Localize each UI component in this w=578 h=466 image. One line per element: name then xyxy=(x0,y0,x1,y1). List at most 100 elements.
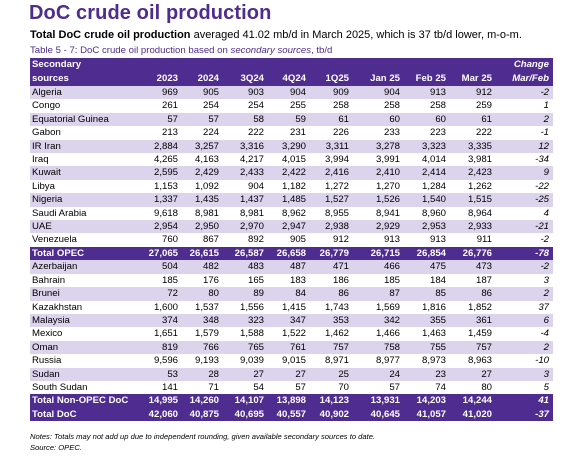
total-label: Total OPEC xyxy=(30,246,140,261)
change-cell: -4 xyxy=(540,328,549,340)
value-cell: 760 xyxy=(161,234,178,246)
value-cell: 72 xyxy=(140,287,181,301)
value-cell: 1,852 xyxy=(467,301,492,313)
value-cell: 8,963 xyxy=(467,355,492,367)
value-cell: 258 xyxy=(383,100,400,112)
column-gap xyxy=(352,112,360,127)
country-name: South Sudan xyxy=(32,381,88,393)
production-table: Secondary Change sources 2023 2024 3Q24 4Q24 1Q… xyxy=(30,58,553,422)
column-gap xyxy=(352,220,360,234)
change-cell: 3 xyxy=(543,274,549,286)
column-gap xyxy=(352,193,360,207)
value-cell: 89 xyxy=(222,287,267,301)
value-cell: 28 xyxy=(181,367,222,381)
country-name: Nigeria xyxy=(30,193,140,207)
column-header: Jan 25 xyxy=(360,71,403,86)
value-cell: 254 xyxy=(247,100,264,112)
value-cell: 3,316 xyxy=(222,139,267,154)
value-cell: 26,615 xyxy=(181,246,222,261)
column-header: 3Q24 xyxy=(222,71,267,86)
value-cell: 141 xyxy=(161,381,178,393)
table-notes: Notes: Totals may not add up due to inde… xyxy=(30,431,375,453)
country-name: Mexico xyxy=(32,328,63,340)
value-cell: 342 xyxy=(360,313,403,328)
column-gap xyxy=(352,207,360,220)
value-cell: 4,014 xyxy=(421,154,446,166)
column-gap xyxy=(352,233,360,246)
country-name: Russia xyxy=(32,355,62,367)
value-cell: 912 xyxy=(332,234,349,246)
table-row: Venezuela 760 867 892 905 912 913 913 911 -2 xyxy=(30,233,553,246)
value-cell: 60 xyxy=(403,112,449,127)
value-cell: 26,776 xyxy=(449,246,495,261)
column-gap xyxy=(352,327,360,340)
value-cell: 1,284 xyxy=(421,180,446,192)
header-blank xyxy=(140,58,181,72)
country-name: Oman xyxy=(30,340,140,355)
change-cell: 6 xyxy=(495,313,553,328)
value-cell: 3,278 xyxy=(360,139,403,154)
summary-text: Total DoC crude oil production averaged … xyxy=(30,29,522,41)
value-cell: 24 xyxy=(360,367,403,381)
value-cell: 14,123 xyxy=(309,394,352,408)
column-gap xyxy=(352,99,360,112)
value-cell: 58 xyxy=(222,112,267,127)
country-name: Congo xyxy=(32,100,61,112)
value-cell: 255 xyxy=(289,100,306,112)
value-cell: 26,854 xyxy=(403,246,449,261)
table-row: Kazakhstan 1,600 1,537 1,556 1,415 1,743 1,569… xyxy=(30,301,553,314)
value-cell: 2,947 xyxy=(267,220,309,234)
country-name: Kazakhstan xyxy=(32,301,83,313)
table-caption: Table 5 - 7: DoC crude oil production ba… xyxy=(30,45,333,56)
value-cell: 1,437 xyxy=(222,193,267,207)
value-cell: 2,429 xyxy=(181,166,222,180)
value-cell: 186 xyxy=(332,274,349,286)
value-cell: 353 xyxy=(309,313,352,328)
value-cell: 8,971 xyxy=(324,355,349,367)
value-cell: 42,060 xyxy=(140,407,181,422)
country-name: Venezuela xyxy=(32,234,77,246)
total-label: Total Non-OPEC DoC xyxy=(30,394,140,408)
value-cell: 913 xyxy=(403,85,449,100)
value-cell: 14,203 xyxy=(403,394,449,408)
header-blank xyxy=(449,58,495,72)
column-gap xyxy=(352,85,360,100)
value-cell: 471 xyxy=(309,260,352,274)
value-cell: 80 xyxy=(481,381,492,393)
value-cell: 25 xyxy=(309,367,352,381)
country-name: Algeria xyxy=(30,85,140,100)
value-cell: 2,423 xyxy=(449,166,495,180)
value-cell: 475 xyxy=(403,260,449,274)
value-cell: 57 xyxy=(181,112,222,127)
value-cell: 13,931 xyxy=(360,394,403,408)
table-row: Iraq 4,265 4,163 4,217 4,015 3,994 3,991 4,014 3… xyxy=(30,153,553,166)
value-cell: 1,540 xyxy=(403,193,449,207)
value-cell: 3,981 xyxy=(467,154,492,166)
column-header: 2023 xyxy=(140,71,181,86)
value-cell: 254 xyxy=(202,100,219,112)
value-cell: 867 xyxy=(202,234,219,246)
value-cell: 2,929 xyxy=(360,220,403,234)
value-cell: 2,933 xyxy=(449,220,495,234)
value-cell: 8,981 xyxy=(239,207,264,219)
value-cell: 757 xyxy=(309,340,352,355)
change-cell: 2 xyxy=(495,287,553,301)
value-cell: 1,569 xyxy=(375,301,400,313)
change-cell: 3 xyxy=(495,367,553,381)
value-cell: 71 xyxy=(208,381,219,393)
value-cell: 70 xyxy=(338,381,349,393)
value-cell: 1,537 xyxy=(194,301,219,313)
value-cell: 9,193 xyxy=(194,355,219,367)
value-cell: 3,323 xyxy=(403,139,449,154)
value-cell: 41,020 xyxy=(449,407,495,422)
value-cell: 258 xyxy=(332,100,349,112)
change-cell: 4 xyxy=(543,207,549,219)
header-blank xyxy=(403,58,449,72)
value-cell: 487 xyxy=(267,260,309,274)
table-row: Algeria 969 905 903 904 909 904 913 912 -2 xyxy=(30,85,553,100)
table-row: UAE 2,954 2,950 2,970 2,947 2,938 2,929 2,953 2,… xyxy=(30,220,553,234)
value-cell: 892 xyxy=(247,234,264,246)
column-gap xyxy=(352,246,360,261)
value-cell: 1,816 xyxy=(421,301,446,313)
value-cell: 57 xyxy=(295,381,306,393)
